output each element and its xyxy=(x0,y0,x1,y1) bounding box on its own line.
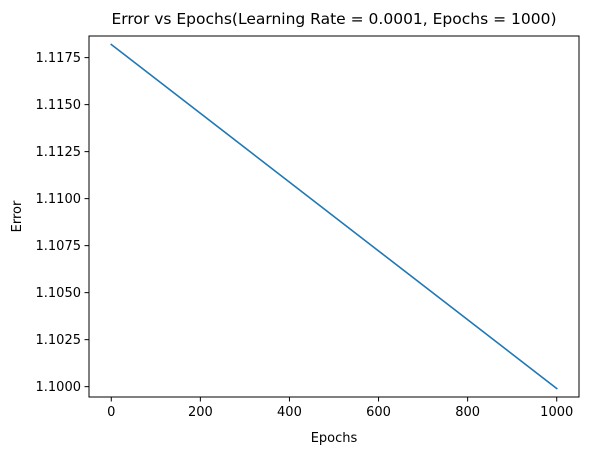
plot-frame xyxy=(88,35,580,398)
x-axis-ticks: 0 200 400 600 800 1000 xyxy=(107,397,573,420)
x-tick-label: 600 xyxy=(366,405,391,420)
x-axis-label: Epochs xyxy=(311,431,358,446)
y-tick-label: 1.1025 xyxy=(36,333,82,348)
x-tick-label: 0 xyxy=(107,405,115,420)
series-layer xyxy=(110,43,558,390)
x-tick-label: 800 xyxy=(455,405,480,420)
y-tick-label: 1.1075 xyxy=(36,239,82,254)
series-line-0 xyxy=(110,43,558,390)
y-tick-label: 1.1125 xyxy=(36,145,82,160)
y-axis-ticks: 1.1000 1.1025 1.1050 1.1075 1.1100 1.1125 1.11… xyxy=(36,51,89,395)
y-tick-label: 1.1050 xyxy=(36,286,82,301)
y-tick-label: 1.1000 xyxy=(36,380,82,395)
x-tick-label: 1000 xyxy=(540,405,573,420)
y-axis-label: Error xyxy=(10,200,25,232)
x-tick-label: 400 xyxy=(277,405,302,420)
x-tick-label: 200 xyxy=(188,405,213,420)
y-tick-label: 1.1100 xyxy=(36,192,82,207)
y-tick-label: 1.1175 xyxy=(36,51,82,66)
chart-title: Error vs Epochs(Learning Rate = 0.0001, … xyxy=(111,10,556,28)
y-tick-label: 1.1150 xyxy=(36,98,82,113)
